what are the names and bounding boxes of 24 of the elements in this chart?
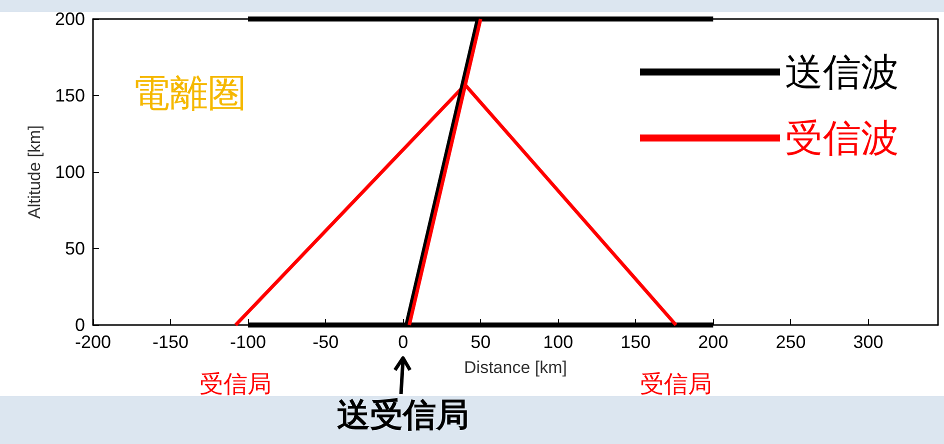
x-tick-label: -50 [312, 332, 339, 352]
legend-label: 受信波 [785, 116, 899, 160]
y-tick-label: 100 [54, 162, 85, 182]
x-tick-label: 50 [470, 332, 491, 352]
x-tick-label: -100 [230, 332, 266, 352]
x-axis-title: Distance [km] [464, 358, 567, 377]
x-tick-label: 200 [698, 332, 728, 352]
x-tick-label: -150 [152, 332, 189, 352]
y-tick-label: 50 [64, 238, 85, 258]
x-tick-label: 0 [398, 332, 408, 352]
x-tick-label: 100 [543, 332, 574, 352]
annotation: 受信局 [200, 369, 272, 400]
legend-label: 送信波 [785, 50, 899, 94]
y-axis-title: Altitude [km] [25, 125, 44, 219]
annotation: 電離圏 [132, 70, 246, 117]
annotation: 送受信局 [337, 394, 470, 436]
x-tick-label: 150 [620, 332, 651, 352]
y-tick-label: 200 [54, 9, 85, 29]
y-tick-label: 0 [74, 315, 85, 335]
y-tick-label: 150 [54, 86, 85, 106]
x-tick-label: 300 [853, 332, 884, 352]
x-tick-label: 250 [776, 332, 806, 352]
x-tick-label: -200 [74, 332, 112, 352]
annotation: 受信局 [640, 369, 712, 400]
